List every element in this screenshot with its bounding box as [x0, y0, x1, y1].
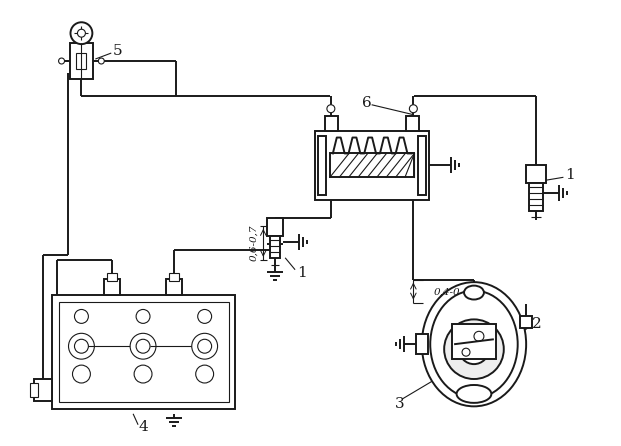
Ellipse shape	[464, 285, 484, 300]
Bar	[525, 165, 545, 183]
Bar	[330, 153, 414, 178]
Text: 3: 3	[394, 397, 404, 411]
Circle shape	[136, 339, 150, 353]
Bar	[452, 324, 496, 359]
Circle shape	[75, 310, 88, 323]
Text: 6: 6	[362, 96, 371, 110]
Circle shape	[134, 365, 152, 383]
Circle shape	[75, 339, 88, 353]
Bar	[107, 273, 117, 281]
Bar	[30, 383, 38, 397]
Bar	[104, 279, 120, 294]
Text: 5: 5	[113, 44, 123, 58]
Circle shape	[130, 333, 156, 359]
Bar	[58, 301, 229, 402]
Text: 1: 1	[565, 168, 575, 182]
Circle shape	[444, 319, 504, 379]
Circle shape	[196, 365, 214, 383]
Bar	[520, 316, 532, 328]
Bar	[34, 379, 52, 401]
Bar	[325, 116, 338, 131]
Ellipse shape	[430, 291, 518, 398]
Bar	[169, 273, 179, 281]
Bar	[406, 116, 419, 131]
Text: -: -	[110, 280, 115, 293]
Bar	[76, 53, 86, 69]
Circle shape	[327, 105, 335, 113]
Circle shape	[197, 339, 212, 353]
Text: 2: 2	[532, 318, 542, 331]
Bar	[166, 279, 182, 294]
Bar	[52, 294, 235, 409]
Circle shape	[58, 58, 65, 64]
Bar	[416, 334, 428, 354]
Bar	[318, 136, 326, 195]
Text: 0,4-0,6: 0,4-0,6	[433, 288, 469, 297]
Circle shape	[474, 331, 484, 341]
Circle shape	[68, 333, 94, 359]
Bar	[267, 218, 283, 236]
Ellipse shape	[422, 282, 526, 406]
Bar	[70, 43, 93, 79]
Circle shape	[462, 348, 470, 356]
Circle shape	[71, 22, 93, 44]
Ellipse shape	[456, 385, 491, 403]
Bar	[528, 183, 543, 211]
Circle shape	[73, 365, 91, 383]
Bar	[315, 131, 429, 200]
Bar	[270, 236, 280, 258]
Circle shape	[192, 333, 217, 359]
Text: 1: 1	[297, 266, 307, 280]
Circle shape	[98, 58, 104, 64]
Circle shape	[136, 310, 150, 323]
Circle shape	[78, 29, 86, 37]
Circle shape	[197, 310, 212, 323]
Circle shape	[459, 334, 489, 364]
Circle shape	[409, 105, 417, 113]
Bar	[419, 136, 426, 195]
Text: 0,6-0,7: 0,6-0,7	[249, 225, 258, 261]
Text: 4: 4	[138, 420, 148, 434]
Text: +: +	[37, 384, 48, 396]
